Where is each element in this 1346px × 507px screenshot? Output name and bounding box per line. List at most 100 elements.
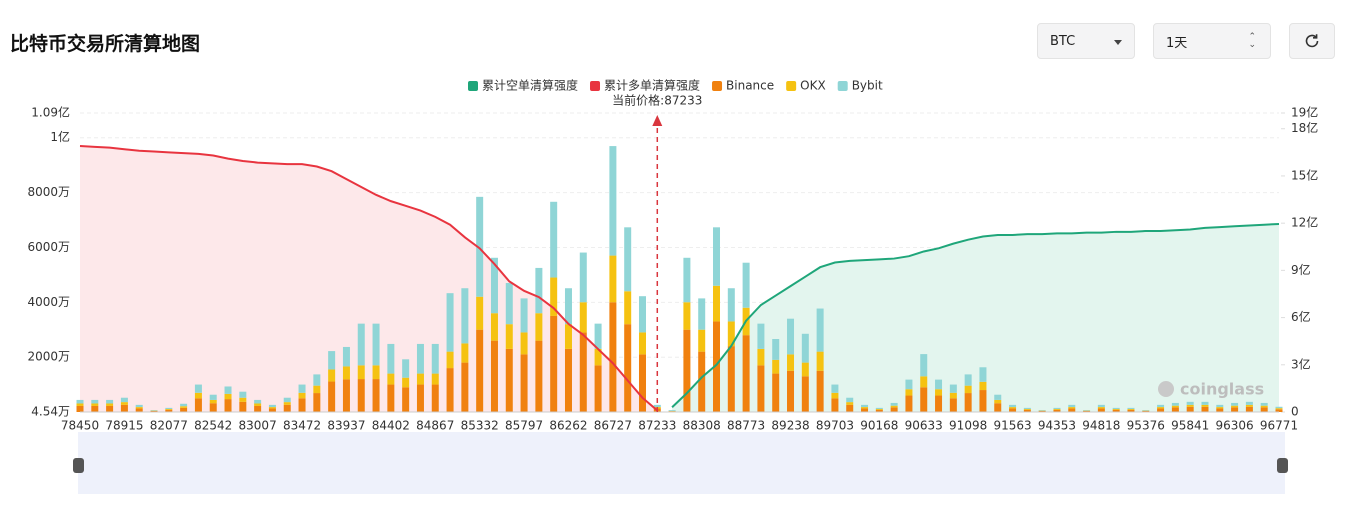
bar [787,318,795,355]
bar [416,384,424,412]
bar [594,365,602,412]
bar [298,384,306,393]
bar [579,252,587,303]
legend-label: OKX [800,79,826,93]
x-tick-label: 86262 [549,419,587,433]
legend-label: 累计多单清算强度 [604,78,700,93]
period-select[interactable]: 1天 ⌃ ⌄ [1153,23,1271,59]
bar [905,389,913,396]
bar [1038,410,1046,411]
bar [1112,409,1120,412]
bar [831,384,839,393]
refresh-button[interactable] [1289,23,1335,59]
bar [890,402,898,406]
bar [935,395,943,412]
bar [875,407,883,409]
bar [609,146,617,256]
bar [1201,406,1209,412]
bar [594,323,602,349]
bar [239,391,247,398]
bar [1157,407,1165,409]
area [672,223,1279,412]
bar [1275,409,1283,412]
bar [638,354,646,412]
bar [535,267,543,314]
bar [431,384,439,412]
bar [1245,401,1253,405]
bar [328,369,336,382]
bar [683,302,691,330]
bar [1009,407,1017,409]
bar [535,340,543,412]
symbol-select[interactable]: BTC [1037,23,1135,59]
bar [254,403,262,406]
bar [91,405,99,412]
bar [416,343,424,374]
bar [224,393,232,400]
bar [698,329,706,352]
bar [298,398,306,412]
bar [550,277,558,316]
bar [757,348,765,366]
bar [935,379,943,390]
bar [76,403,84,406]
bar [1053,408,1061,410]
bar [905,379,913,390]
y-tick-label: 4000万 [27,295,70,309]
bar [727,288,735,322]
bar [979,381,987,391]
bar [698,298,706,330]
bar [446,368,454,412]
bar [1112,407,1120,409]
bar [165,409,173,412]
bar [964,393,972,412]
bar [387,373,395,385]
bar [890,405,898,408]
bar [846,402,854,405]
bar [564,348,572,412]
bar [1231,402,1239,406]
bar [342,366,350,380]
bar [150,410,158,412]
zoom-handle-left[interactable] [73,458,84,473]
bar [1260,407,1268,412]
x-tick-label: 85797 [505,419,543,433]
y-tick-label: 8000万 [27,185,70,199]
bar [357,365,365,380]
x-tick-label: 87233 [638,419,676,433]
bar [402,377,410,388]
bar [787,370,795,412]
bar [949,384,957,393]
bar [772,359,780,374]
bar [1245,404,1253,407]
legend-swatch [837,81,848,91]
bar [757,365,765,412]
bar [431,373,439,385]
bar [742,262,750,308]
bar [1097,407,1105,409]
x-tick-label: 83937 [327,419,365,433]
bar [920,376,928,388]
bar [875,409,883,412]
plot-area: 4.54万 2000万 4000万 6000万 8000万 1亿 1.09亿 0 3亿 6亿 9亿 1… [27,78,1318,433]
bar [1083,410,1091,412]
zoom-slider[interactable] [78,432,1285,494]
x-tick-label: 82542 [194,419,232,433]
bar [342,379,350,412]
x-tick-label: 86727 [594,419,632,433]
bar [1068,404,1076,408]
zoom-handle-right[interactable] [1277,458,1288,473]
x-tick-label: 90633 [905,419,943,433]
bar [1157,408,1165,412]
bar [1053,409,1061,412]
x-tick-label: 94353 [1038,419,1076,433]
bar [1009,408,1017,412]
bar [520,298,528,333]
bar [713,321,721,412]
bar [372,323,380,366]
bar [638,332,646,355]
bar [254,399,262,404]
bar [268,404,276,408]
bar [402,359,410,378]
